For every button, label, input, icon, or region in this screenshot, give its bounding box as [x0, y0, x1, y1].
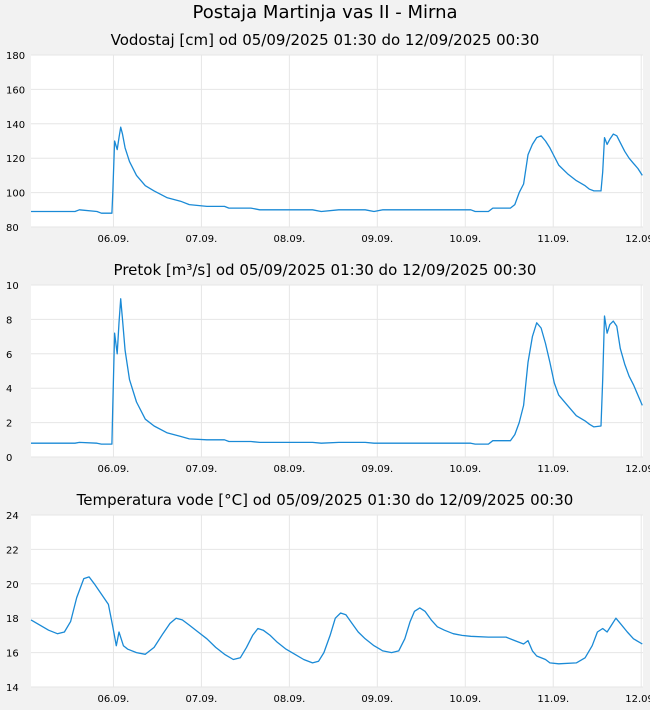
x-tick-label: 12.09. — [625, 694, 650, 705]
y-tick-label: 2 — [6, 419, 12, 430]
x-tick-label: 09.09. — [361, 694, 393, 705]
x-tick-label: 06.09. — [98, 694, 130, 705]
x-tick-label: 11.09. — [537, 234, 569, 245]
y-tick-label: 4 — [6, 384, 12, 395]
y-tick-label: 120 — [6, 154, 25, 165]
chart-1: Vodostaj [cm] od 05/09/2025 01:30 do 12/… — [6, 31, 650, 245]
y-tick-label: 6 — [6, 350, 12, 361]
y-tick-label: 14 — [6, 683, 19, 694]
x-tick-label: 06.09. — [98, 464, 130, 475]
y-tick-label: 180 — [6, 51, 25, 62]
x-tick-label: 11.09. — [537, 464, 569, 475]
x-tick-label: 06.09. — [98, 234, 130, 245]
plot-area — [31, 55, 643, 227]
y-tick-label: 0 — [6, 453, 12, 464]
series-line — [31, 298, 643, 445]
y-tick-label: 140 — [6, 120, 25, 131]
chart-title: Pretok [m³/s] od 05/09/2025 01:30 do 12/… — [114, 261, 537, 279]
x-tick-label: 10.09. — [449, 464, 481, 475]
chart-3: Temperatura vode [°C] od 05/09/2025 01:3… — [6, 491, 650, 705]
x-tick-label: 10.09. — [449, 694, 481, 705]
y-tick-label: 20 — [6, 580, 19, 591]
chart-title: Temperatura vode [°C] od 05/09/2025 01:3… — [76, 491, 574, 509]
plot-area — [31, 285, 643, 457]
x-tick-label: 07.09. — [186, 694, 218, 705]
chart-2: Pretok [m³/s] od 05/09/2025 01:30 do 12/… — [6, 261, 650, 475]
y-tick-label: 10 — [6, 281, 19, 292]
x-tick-label: 08.09. — [273, 234, 305, 245]
x-tick-label: 12.09. — [625, 234, 650, 245]
page-title: Postaja Martinja vas II - Mirna — [192, 2, 458, 23]
y-tick-label: 22 — [6, 545, 19, 556]
x-tick-label: 07.09. — [186, 464, 218, 475]
x-tick-label: 12.09. — [625, 464, 650, 475]
y-tick-label: 160 — [6, 85, 25, 96]
x-tick-label: 07.09. — [186, 234, 218, 245]
series-line — [31, 126, 643, 214]
y-tick-label: 80 — [6, 223, 19, 234]
chart-title: Vodostaj [cm] od 05/09/2025 01:30 do 12/… — [111, 31, 540, 49]
x-tick-label: 08.09. — [273, 694, 305, 705]
y-tick-label: 18 — [6, 614, 19, 625]
x-tick-label: 09.09. — [361, 234, 393, 245]
y-tick-label: 8 — [6, 315, 12, 326]
y-tick-label: 24 — [6, 511, 19, 522]
y-tick-label: 100 — [6, 189, 25, 200]
x-tick-label: 09.09. — [361, 464, 393, 475]
x-tick-label: 11.09. — [537, 694, 569, 705]
x-tick-label: 10.09. — [449, 234, 481, 245]
y-tick-label: 16 — [6, 649, 19, 660]
x-tick-label: 08.09. — [273, 464, 305, 475]
plot-area — [31, 515, 643, 687]
series-line — [30, 576, 643, 665]
